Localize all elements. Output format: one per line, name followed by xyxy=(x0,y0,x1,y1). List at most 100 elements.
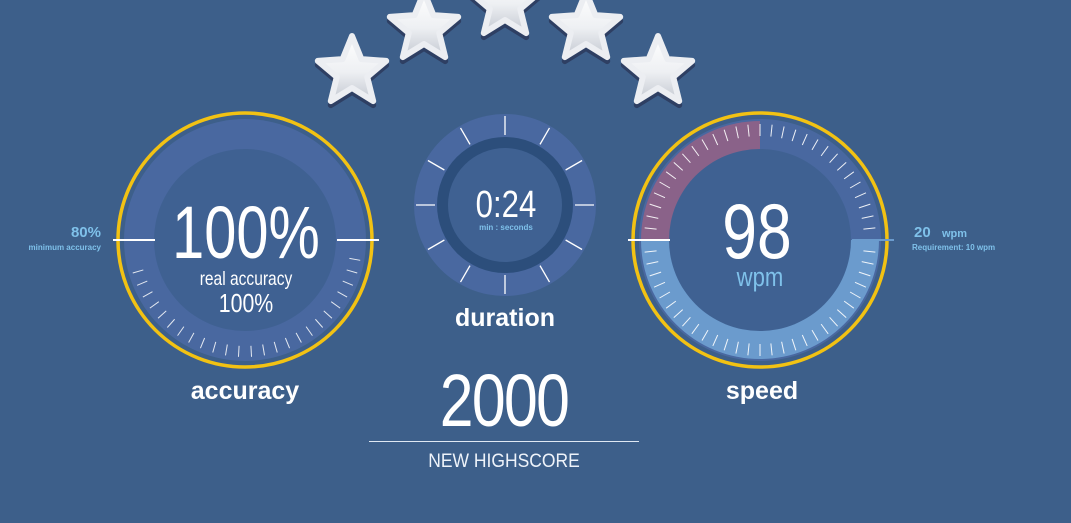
speed-tick xyxy=(701,329,709,341)
speed-tick xyxy=(682,153,691,164)
speed-tick xyxy=(653,281,666,288)
speed-tick xyxy=(747,343,750,356)
accuracy-tick xyxy=(188,332,195,343)
accuracy-tick xyxy=(295,332,302,343)
accuracy-tick xyxy=(177,326,185,336)
speed-tick xyxy=(644,227,657,230)
star-icon xyxy=(314,33,390,105)
accuracy-tick xyxy=(262,344,266,356)
speed-tick xyxy=(646,215,659,219)
speed-tick xyxy=(791,129,797,142)
accuracy-tick xyxy=(157,310,167,319)
speed-tick xyxy=(854,192,867,199)
speed-req-value: 20 xyxy=(914,224,931,241)
speed-tick xyxy=(712,133,719,146)
speed-tick xyxy=(723,338,729,351)
speed-tick xyxy=(701,139,709,151)
duration-tick xyxy=(565,159,583,171)
min-accuracy-value: 80% xyxy=(71,224,101,241)
speed-req-label: Requirement: 10 wpm xyxy=(912,243,995,252)
speed-req-unit: wpm xyxy=(941,228,967,240)
speed-tick xyxy=(646,261,659,265)
speed-tick xyxy=(820,323,829,335)
speed-tick xyxy=(858,271,871,277)
accuracy-tick xyxy=(315,318,324,328)
accuracy-value: 100% xyxy=(172,192,320,275)
duration-caption: duration xyxy=(455,304,555,332)
speed-tick xyxy=(843,300,855,309)
duration-gauge-inner xyxy=(448,148,562,262)
speed-tick xyxy=(712,334,719,347)
speed-tick xyxy=(791,338,797,351)
speed-tick xyxy=(673,309,684,318)
speed-tick xyxy=(659,181,671,189)
speed-tick xyxy=(735,126,739,139)
highscore-label: NEW HIGHSCORE xyxy=(428,451,580,472)
speed-tick xyxy=(665,171,677,180)
highscore-divider xyxy=(369,441,639,442)
speed-tick xyxy=(861,261,874,265)
speed-tick xyxy=(843,171,855,180)
duration-gauge: 0:24 min : seconds duration xyxy=(414,114,596,332)
duration-tick xyxy=(459,127,471,145)
real-accuracy-label: real accuracy xyxy=(200,268,293,290)
star-icon xyxy=(620,33,696,105)
speed-tick xyxy=(691,323,700,335)
speed-tick xyxy=(801,334,808,347)
speed-tick xyxy=(820,145,829,157)
speed-tick xyxy=(781,126,785,139)
accuracy-caption: accuracy xyxy=(191,377,300,405)
speed-tick xyxy=(811,329,819,341)
speed-tick xyxy=(770,343,773,356)
speed-tick xyxy=(649,203,662,209)
speed-tick xyxy=(747,124,750,137)
duration-tick xyxy=(459,265,471,283)
accuracy-tick xyxy=(346,269,358,274)
duration-unit: min : seconds xyxy=(479,223,533,232)
duration-tick xyxy=(539,127,551,145)
speed-tick xyxy=(735,341,739,354)
speed-tick xyxy=(849,181,861,189)
accuracy-tick xyxy=(305,326,313,336)
duration-tick xyxy=(565,239,583,251)
accuracy-tick xyxy=(250,345,253,357)
speed-tick xyxy=(863,227,876,230)
duration-tick xyxy=(427,159,445,171)
speed-tick xyxy=(691,145,700,157)
speed-tick xyxy=(665,300,677,309)
accuracy-tick xyxy=(149,301,160,309)
duration-value: 0:24 xyxy=(476,184,537,226)
speed-tick xyxy=(682,316,691,327)
speed-unit: wpm xyxy=(736,263,784,292)
speed-tick xyxy=(858,203,871,209)
speed-tick xyxy=(849,291,861,299)
accuracy-tick xyxy=(237,345,240,357)
speed-gauge-inner xyxy=(669,149,851,331)
speed-tick xyxy=(723,129,729,142)
speed-tick xyxy=(770,124,773,137)
accuracy-gauge: 100% real accuracy 100% accuracy 80% min… xyxy=(29,111,379,405)
accuracy-tick xyxy=(212,341,217,353)
star-icon xyxy=(474,0,536,37)
accuracy-tick xyxy=(132,269,144,274)
speed-tick xyxy=(653,192,666,199)
speed-tick xyxy=(861,215,874,219)
speed-tick xyxy=(829,316,838,327)
speed-tick xyxy=(863,250,876,253)
duration-tick xyxy=(427,239,445,251)
accuracy-tick xyxy=(166,318,175,328)
speed-tick xyxy=(649,271,662,277)
accuracy-tick xyxy=(330,301,341,309)
duration-tick xyxy=(539,265,551,283)
highscore-value: 2000 xyxy=(439,359,570,442)
accuracy-gauge-inner xyxy=(154,149,336,331)
accuracy-tick xyxy=(199,337,206,349)
accuracy-tick xyxy=(224,344,228,356)
speed-tick xyxy=(854,281,867,288)
real-accuracy-value: 100% xyxy=(219,289,274,319)
accuracy-tick xyxy=(142,291,153,298)
speed-tick xyxy=(659,291,671,299)
speed-gauge: 98 wpm speed 20 wpm Requirement: 10 wpm xyxy=(628,111,995,405)
min-accuracy-label: minimum accuracy xyxy=(29,243,102,252)
